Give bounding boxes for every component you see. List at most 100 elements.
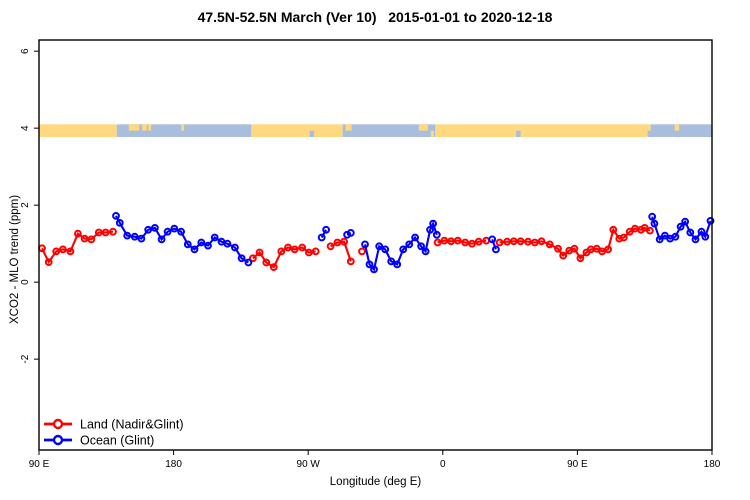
x-tick-label: 90 W (297, 459, 321, 470)
ocean-series-point (429, 219, 438, 228)
ocean-series-point (411, 233, 420, 242)
ocean-series (112, 212, 715, 274)
ocean-series-point (417, 242, 426, 251)
land-series-point (598, 247, 606, 256)
ocean-series-point (322, 225, 331, 234)
ocean-series-point (399, 245, 408, 254)
ocean-series-point (137, 234, 146, 243)
map-band-patch-ocean (309, 130, 315, 138)
ocean-series-point (365, 260, 374, 269)
ocean-series-point (151, 224, 159, 232)
ocean-series-point (387, 257, 396, 266)
land-series-point (433, 238, 442, 247)
land-series-point (346, 257, 355, 266)
land-series-point (646, 226, 654, 235)
land-series-point (576, 254, 585, 263)
map-band-patch-land (128, 124, 140, 131)
ocean-series-point (671, 232, 680, 241)
land-series-point (570, 244, 579, 253)
land-series-point (537, 237, 546, 246)
ocean-series-point (123, 231, 132, 240)
y-tick-label: 4 (20, 125, 31, 131)
x-tick-label: 90 E (567, 459, 588, 470)
land-series-point (262, 258, 271, 267)
x-axis-label: Longitude (deg E) (329, 476, 422, 488)
ocean-series-line (651, 216, 712, 242)
ocean-series-point (405, 240, 414, 249)
x-tick-label: 180 (165, 459, 182, 470)
land-series-point (609, 225, 618, 234)
ocean-series-point (157, 235, 166, 244)
land-series-point (340, 237, 349, 246)
land-series-point (38, 244, 46, 253)
plot-frame (38, 39, 713, 451)
ocean-series-point (231, 243, 239, 252)
map-band-patch-land (674, 124, 680, 131)
ocean-series-point (676, 222, 685, 231)
map-band-segment-land (251, 124, 343, 138)
ocean-series-point (691, 235, 700, 244)
ocean-series-point (346, 229, 355, 237)
ocean-series-point (204, 241, 212, 250)
ocean-series-point (393, 260, 402, 269)
ocean-series-point (681, 217, 689, 226)
land-series-point (587, 245, 595, 254)
land-series-point (625, 227, 634, 236)
ocean-series-line (491, 239, 497, 250)
map-band-patch-land (142, 124, 147, 131)
land-series-point (631, 224, 639, 233)
ocean-series-line (363, 220, 438, 272)
x-axis: 90 E 180 90 W 0 90 E 180 (29, 450, 721, 470)
land-series-point (87, 235, 96, 244)
land-series-point (474, 237, 483, 246)
land-series-point (66, 247, 75, 256)
land-series-point (619, 233, 628, 242)
legend-label: Land (Nadir&Glint) (80, 418, 184, 432)
land-series-point (290, 245, 299, 254)
ocean-series-point (648, 212, 657, 221)
ocean-series-point (115, 219, 124, 227)
land-series-point (74, 229, 82, 238)
land-series-point (604, 245, 612, 254)
land-series-point (615, 234, 624, 243)
map-band-segment-land (435, 124, 651, 138)
land-series-point (59, 245, 67, 254)
ocean-series-point (701, 232, 710, 241)
land-series-point (559, 251, 568, 260)
ocean-series-point (170, 224, 179, 233)
y-tick-label: -2 (20, 354, 31, 363)
land-series-point (509, 237, 518, 246)
land-series-point (461, 238, 470, 247)
ocean-series-point (686, 228, 695, 237)
land-series-point (298, 243, 307, 252)
land-series-point (524, 237, 532, 246)
ocean-series-point (317, 233, 326, 242)
x-tick-label: 180 (704, 459, 721, 470)
ocean-series-point (370, 265, 378, 274)
land-series-point (453, 236, 462, 245)
land-series-point (101, 228, 110, 237)
land-series-point (333, 238, 342, 247)
land-series-point (326, 242, 335, 251)
legend: Land (Nadir&Glint) Ocean (Glint) (44, 418, 184, 448)
map-band-patch-land (418, 124, 428, 131)
map-band-segment-land (39, 124, 117, 138)
land-series-point (495, 238, 504, 247)
legend-marker-circle (52, 434, 64, 446)
land-series-point (255, 248, 264, 257)
land-series-point (530, 238, 539, 247)
land-series-line (499, 226, 651, 260)
legend-marker-circle (52, 418, 64, 430)
x-tick-label: 0 (440, 459, 446, 470)
ocean-series-point (655, 235, 664, 244)
ocean-series-line (320, 229, 328, 239)
land-series-point (109, 227, 117, 236)
map-band-patch-land (345, 124, 352, 131)
land-series (38, 224, 654, 272)
ocean-series-point (144, 225, 153, 234)
map-band-segment-ocean (342, 124, 436, 138)
land-series-point (284, 243, 292, 252)
ocean-series-point (488, 235, 497, 244)
ocean-series-point (244, 258, 253, 267)
